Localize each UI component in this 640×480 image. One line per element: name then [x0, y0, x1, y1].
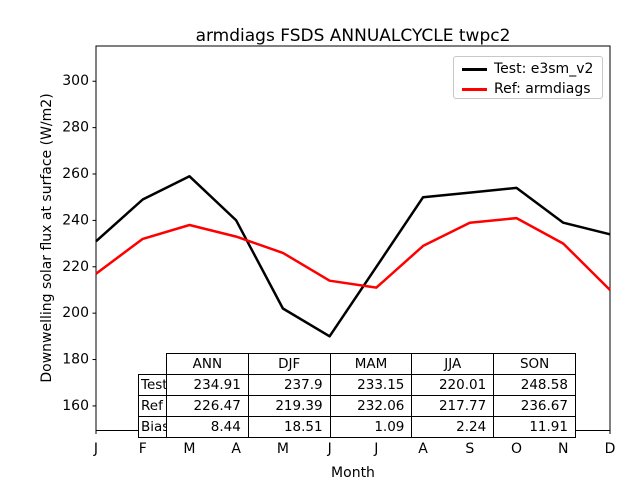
table-cell: 233.15	[329, 374, 413, 396]
table-cell: 217.77	[411, 395, 495, 417]
y-tick-label: 220	[62, 259, 89, 275]
table-corner-cell	[139, 354, 167, 375]
table-cell: 248.58	[493, 374, 576, 396]
summary-table: ANN DJF MAM JJA SON Test 234.91 237.9 233.15 220.…	[138, 353, 576, 438]
x-tick-label: O	[511, 441, 522, 457]
x-tick-label: M	[277, 441, 289, 457]
table-cell: 219.39	[247, 395, 331, 417]
table-row-header-ref: Ref	[138, 395, 167, 417]
y-axis-label: Downwelling solar flux at surface (W/m2)	[39, 93, 55, 383]
table-cell: 226.47	[166, 395, 249, 417]
x-tick-label: J	[327, 441, 332, 457]
y-tick-label: 280	[62, 120, 89, 136]
y-tick-label: 240	[62, 212, 89, 228]
ref-line-swatch	[462, 87, 487, 91]
x-tick-label: J	[373, 441, 378, 457]
legend-label-test: Test: e3sm_v2	[494, 61, 594, 77]
table-col-header-djf: DJF	[247, 353, 331, 375]
y-tick-label: 260	[62, 166, 89, 182]
table-col-header-ann: ANN	[166, 353, 249, 375]
table-row-ref: Ref 226.47 219.39 232.06 217.77 236.67	[138, 395, 576, 417]
table-header-row: ANN DJF MAM JJA SON	[139, 353, 576, 375]
legend-item-test: Test: e3sm_v2	[462, 59, 602, 79]
legend-item-ref: Ref: armdiags	[462, 79, 602, 99]
ref-series-line	[95, 216, 611, 291]
test-series-line	[95, 175, 611, 338]
y-tick-label: 160	[62, 398, 89, 414]
x-tick-label: A	[418, 441, 428, 457]
table-row-header-bias: Bias	[138, 416, 167, 438]
table-row-bias: Bias 8.44 18.51 1.09 2.24 11.91	[138, 416, 576, 438]
x-tick-label: J	[93, 441, 98, 457]
x-tick-label: A	[231, 441, 241, 457]
legend-label-ref: Ref: armdiags	[494, 81, 591, 97]
test-line-swatch	[462, 67, 487, 71]
table-cell: 232.06	[329, 395, 413, 417]
x-tick-label: F	[139, 441, 147, 457]
x-tick-label: M	[183, 441, 195, 457]
x-tick-label: N	[558, 441, 568, 457]
y-tick-label: 200	[62, 305, 89, 321]
table-cell: 237.9	[247, 374, 331, 396]
table-cell: 1.09	[329, 416, 413, 438]
x-tick-label: D	[605, 441, 616, 457]
table-cell: 2.24	[411, 416, 495, 438]
table-col-header-jja: JJA	[411, 353, 495, 375]
table-col-header-son: SON	[493, 353, 576, 375]
y-tick-label: 300	[62, 73, 89, 89]
legend: Test: e3sm_v2 Ref: armdiags	[453, 56, 603, 99]
table-cell: 220.01	[411, 374, 495, 396]
table-cell: 11.91	[493, 416, 576, 438]
table-cell: 18.51	[247, 416, 331, 438]
table-cell: 234.91	[166, 374, 249, 396]
table-cell: 8.44	[166, 416, 249, 438]
chart-title: armdiags FSDS ANNUALCYCLE twpc2	[195, 26, 511, 46]
x-axis-label: Month	[331, 465, 375, 480]
x-tick-label: S	[465, 441, 474, 457]
y-tick-label: 180	[62, 352, 89, 368]
table-row-header-test: Test	[138, 374, 167, 396]
table-col-header-mam: MAM	[329, 353, 413, 375]
table-row-test: Test 234.91 237.9 233.15 220.01 248.58	[138, 374, 576, 396]
table-cell: 236.67	[493, 395, 576, 417]
